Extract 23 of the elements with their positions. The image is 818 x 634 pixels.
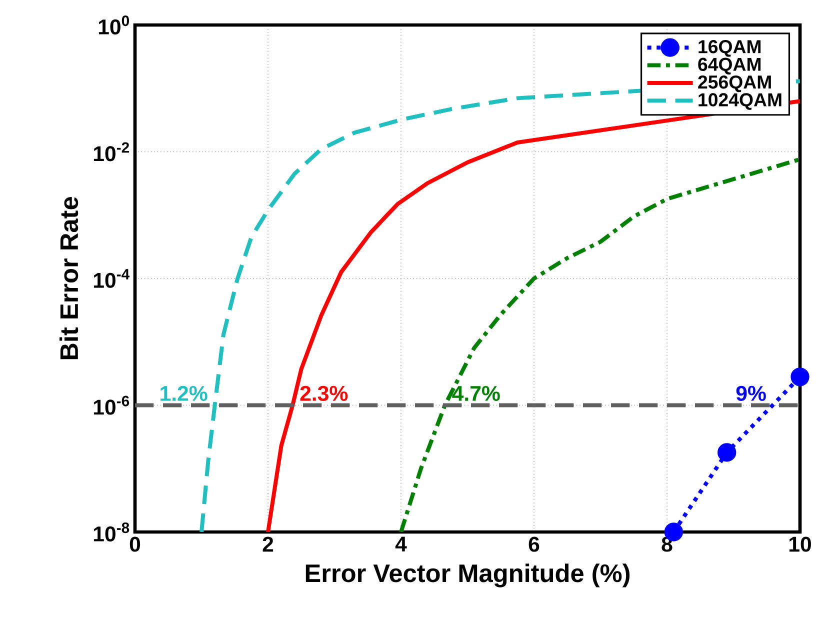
legend-label: 256QAM xyxy=(698,75,771,92)
y-tick-label: 10$^{-6}$ xyxy=(94,396,130,415)
x-tick-label: 4 xyxy=(395,536,407,552)
annotation: 4.7% xyxy=(452,386,500,401)
legend-label: 64QAM xyxy=(698,58,761,74)
x-tick-label: 0 xyxy=(130,536,140,552)
x-axis-title: Error Vector Magnitude (%) xyxy=(306,564,630,588)
annotation: 1.2% xyxy=(160,386,208,401)
y-tick-label: 10$^{-4}$ xyxy=(94,269,130,288)
point xyxy=(718,443,736,462)
point xyxy=(790,368,810,386)
x-tick-label: 6 xyxy=(528,536,540,552)
legend-label: 1024QAM xyxy=(698,93,782,110)
y-tick-label: 10$^{-2}$ xyxy=(94,142,130,162)
annotation: 9% xyxy=(736,386,766,401)
annotation: 2.3% xyxy=(300,386,348,401)
y-tick-label: 10$^{0}$ xyxy=(98,15,130,34)
x-tick-label: 2 xyxy=(262,536,274,552)
x-tick-label: 10 xyxy=(789,536,811,552)
line-series xyxy=(399,157,800,532)
y-tick-label: 10$^{-8}$ xyxy=(94,522,130,542)
legend-label: 16QAM xyxy=(698,40,761,57)
y-axis-title: Bit Error Rate xyxy=(60,197,78,360)
